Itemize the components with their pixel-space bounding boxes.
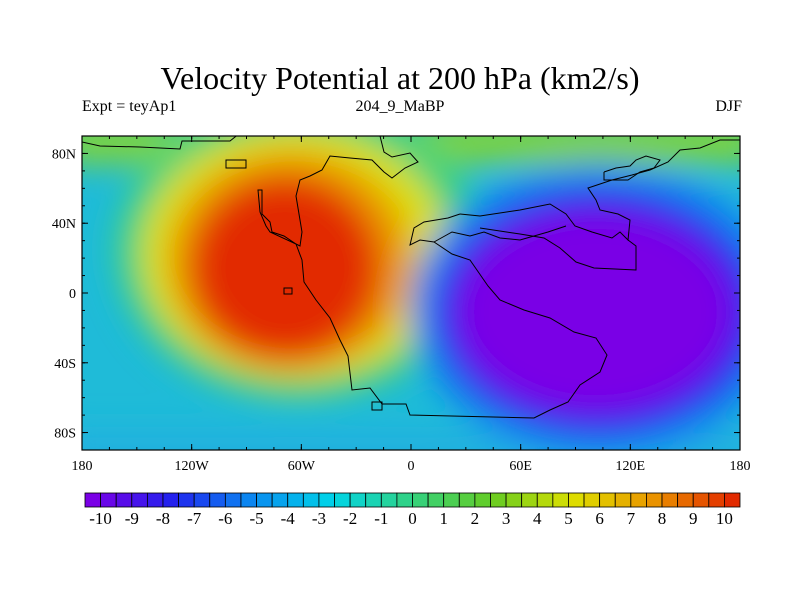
lon-tick-label: 120E [616, 459, 646, 474]
colorbar-swatch [318, 492, 335, 508]
figure-title: Velocity Potential at 200 hPa (km2/s) [160, 60, 640, 96]
small-island-3 [371, 401, 383, 411]
colorbar-label: 10 [716, 509, 733, 528]
colorbar-swatch [474, 492, 491, 508]
contour-field [82, 136, 740, 450]
colorbar-swatch [614, 492, 632, 508]
colorbar-swatch [661, 492, 679, 508]
east-coast-outline [459, 139, 740, 242]
colorbar-label: -9 [125, 509, 139, 528]
colorbar-label: -8 [156, 509, 170, 528]
colorbar-swatch [599, 492, 616, 508]
colorbar-label: -1 [374, 509, 388, 528]
coastlines [82, 136, 740, 419]
colorbar-swatch [396, 492, 413, 508]
colorbar-swatch [568, 492, 585, 508]
colorbar-swatch [646, 492, 663, 508]
colorbar-swatch [552, 492, 569, 508]
colorbar-label: -5 [249, 509, 263, 528]
lon-tick-label: 120W [175, 459, 210, 474]
colorbar-swatch [146, 492, 164, 508]
lat-tick-label: 80S [54, 427, 76, 442]
colorbar-swatch [412, 492, 429, 508]
peninsula-outline [433, 225, 567, 243]
colorbar-swatch [692, 492, 710, 508]
colorbar [84, 492, 741, 508]
colorbar-swatch [209, 492, 226, 508]
colorbar-swatch [162, 492, 179, 508]
colorbar-label: 5 [564, 509, 573, 528]
colorbar-swatch [115, 492, 133, 508]
colorbar-label: 2 [471, 509, 480, 528]
colorbar-swatch [100, 492, 117, 508]
colorbar-swatch [708, 492, 725, 508]
colorbar-swatch [193, 492, 211, 508]
colorbar-swatch [349, 492, 367, 508]
lon-tick-label: 180 [730, 459, 751, 474]
colorbar-swatch [178, 492, 195, 508]
colorbar-swatch [84, 492, 101, 508]
colorbar-swatch [224, 492, 242, 508]
negative-minimum [455, 210, 735, 414]
lon-tick-label: 60W [288, 459, 316, 474]
colorbar-labels: -10 -9 -8 -7 -6 -5 -4 -3 -2 -1 0 1 2 3 4 5 6 7 8 9 10 [89, 509, 733, 528]
experiment-label: Expt = teyAp1 [82, 98, 177, 115]
north-coast-outline [82, 136, 419, 247]
lat-tick-label: 80N [52, 147, 76, 162]
season-label: DJF [715, 98, 742, 115]
colorbar-swatch [365, 492, 382, 508]
lat-tick-label: 40N [52, 217, 76, 232]
colorbar-swatch [521, 492, 538, 508]
colorbar-swatch [630, 492, 647, 508]
colorbar-swatch [256, 492, 273, 508]
lon-tick-label: 180 [72, 459, 93, 474]
lon-tick-label: 60E [509, 459, 532, 474]
colorbar-swatch [677, 492, 694, 508]
colorbar-swatch [505, 492, 523, 508]
lat-tick-label: 0 [69, 287, 76, 302]
positive-maximum [190, 176, 380, 360]
island-outline [603, 155, 661, 181]
period-label: 204_9_MaBP [355, 98, 445, 115]
colorbar-label: 0 [408, 509, 417, 528]
colorbar-swatch [240, 492, 257, 508]
colorbar-label: 4 [533, 509, 542, 528]
colorbar-label: -2 [343, 509, 357, 528]
colorbar-label: -4 [281, 509, 296, 528]
colorbar-swatch [443, 492, 460, 508]
colorbar-swatch [302, 492, 320, 508]
colorbar-swatch [490, 492, 507, 508]
colorbar-label: 7 [627, 509, 636, 528]
lon-tick-label: 0 [408, 459, 415, 474]
small-island-1 [225, 159, 247, 169]
colorbar-label: -3 [312, 509, 326, 528]
colorbar-swatch [536, 492, 554, 508]
axis-ticks [81, 135, 741, 451]
axis-labels: 180 120W 60W 0 60E 120E 180 80N 40N 0 40S 80S [52, 147, 751, 474]
colorbar-label: -6 [218, 509, 232, 528]
colorbar-label: -7 [187, 509, 202, 528]
colorbar-swatch [131, 492, 148, 508]
colorbar-label: 9 [689, 509, 698, 528]
colorbar-label: 1 [439, 509, 448, 528]
colorbar-swatch [334, 492, 351, 508]
colorbar-label: 3 [502, 509, 511, 528]
colorbar-swatch [271, 492, 289, 508]
lat-tick-label: 40S [54, 357, 76, 372]
inner-coast-outline [479, 227, 637, 271]
colorbar-label: 6 [595, 509, 604, 528]
colorbar-label: 8 [658, 509, 667, 528]
colorbar-label: -10 [89, 509, 112, 528]
colorbar-swatch [458, 492, 476, 508]
colorbar-swatch [287, 492, 304, 508]
small-island-2 [283, 287, 293, 295]
colorbar-swatch [380, 492, 398, 508]
colorbar-swatch [724, 492, 741, 508]
central-coast-outline [257, 189, 608, 419]
colorbar-swatch [427, 492, 445, 508]
colorbar-swatch [583, 492, 601, 508]
